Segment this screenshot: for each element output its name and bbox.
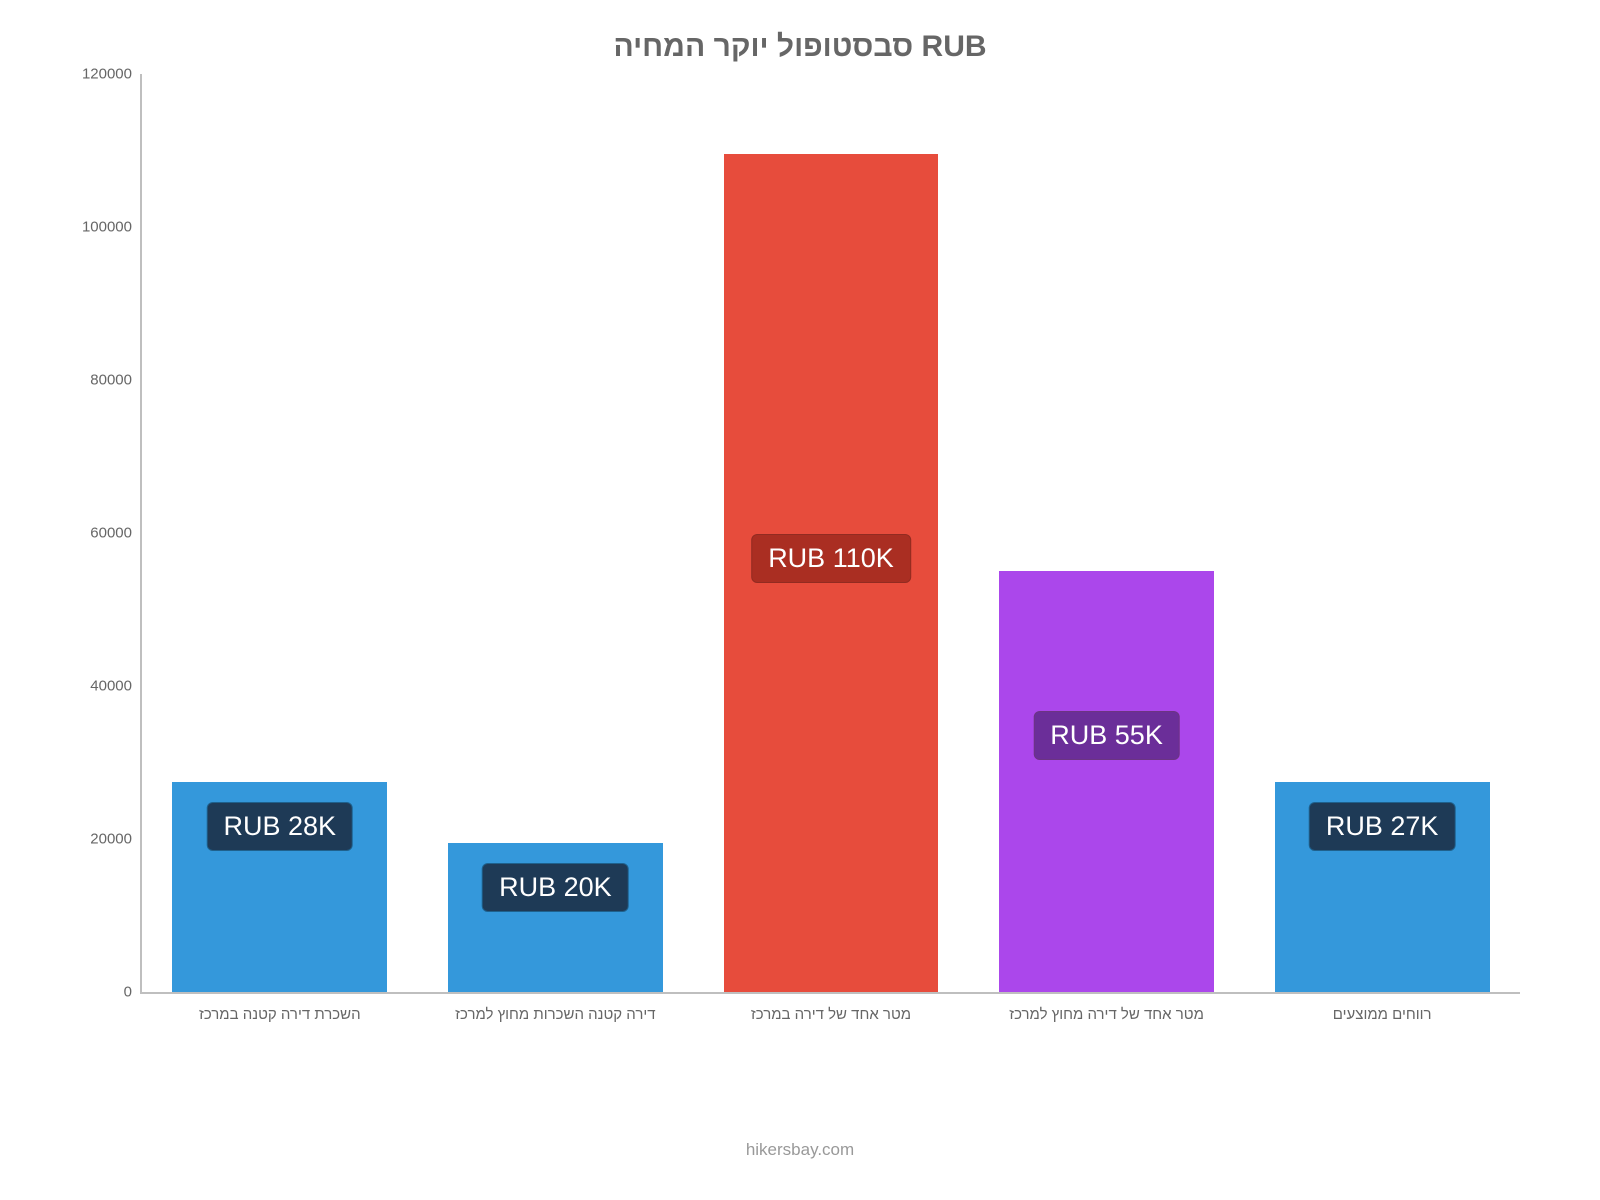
chart-title: סבסטופול יוקר המחיה RUB [60, 30, 1540, 64]
ytick-label: 20000 [90, 831, 142, 848]
bar: RUB 27K [1275, 782, 1490, 992]
bar-slot: RUB 55Kמטר אחד של דירה מחוץ למרכז [969, 74, 1245, 992]
footer-credit: hikersbay.com [0, 1140, 1600, 1160]
value-badge: RUB 110K [751, 534, 911, 583]
xtick-label: דירה קטנה השכרות מחוץ למרכז [455, 992, 655, 1023]
ytick-label: 120000 [82, 66, 142, 83]
bar: RUB 28K [172, 782, 387, 992]
xtick-label: רווחים ממוצעים [1333, 992, 1432, 1023]
bar: RUB 20K [448, 843, 663, 992]
ytick-label: 0 [124, 984, 142, 1001]
bar-slot: RUB 28Kהשכרת דירה קטנה במרכז [142, 74, 418, 992]
value-badge: RUB 27K [1309, 802, 1456, 851]
value-badge: RUB 20K [482, 863, 629, 912]
bar: RUB 110K [724, 154, 939, 992]
plot-area: RUB 28Kהשכרת דירה קטנה במרכזRUB 20Kדירה … [140, 74, 1520, 994]
bar: RUB 55K [999, 571, 1214, 992]
bar-slot: RUB 27Kרווחים ממוצעים [1244, 74, 1520, 992]
ytick-label: 100000 [82, 219, 142, 236]
bars-row: RUB 28Kהשכרת דירה קטנה במרכזRUB 20Kדירה … [142, 74, 1520, 992]
bar-slot: RUB 110Kמטר אחד של דירה במרכז [693, 74, 969, 992]
xtick-label: השכרת דירה קטנה במרכז [199, 992, 361, 1023]
ytick-label: 80000 [90, 372, 142, 389]
bar-slot: RUB 20Kדירה קטנה השכרות מחוץ למרכז [418, 74, 694, 992]
ytick-label: 40000 [90, 678, 142, 695]
value-badge: RUB 55K [1033, 711, 1180, 760]
ytick-label: 60000 [90, 525, 142, 542]
value-badge: RUB 28K [207, 802, 354, 851]
chart-container: סבסטופול יוקר המחיה RUB RUB 28Kהשכרת דיר… [0, 0, 1600, 1200]
xtick-label: מטר אחד של דירה במרכז [751, 992, 911, 1023]
xtick-label: מטר אחד של דירה מחוץ למרכז [1009, 992, 1204, 1023]
